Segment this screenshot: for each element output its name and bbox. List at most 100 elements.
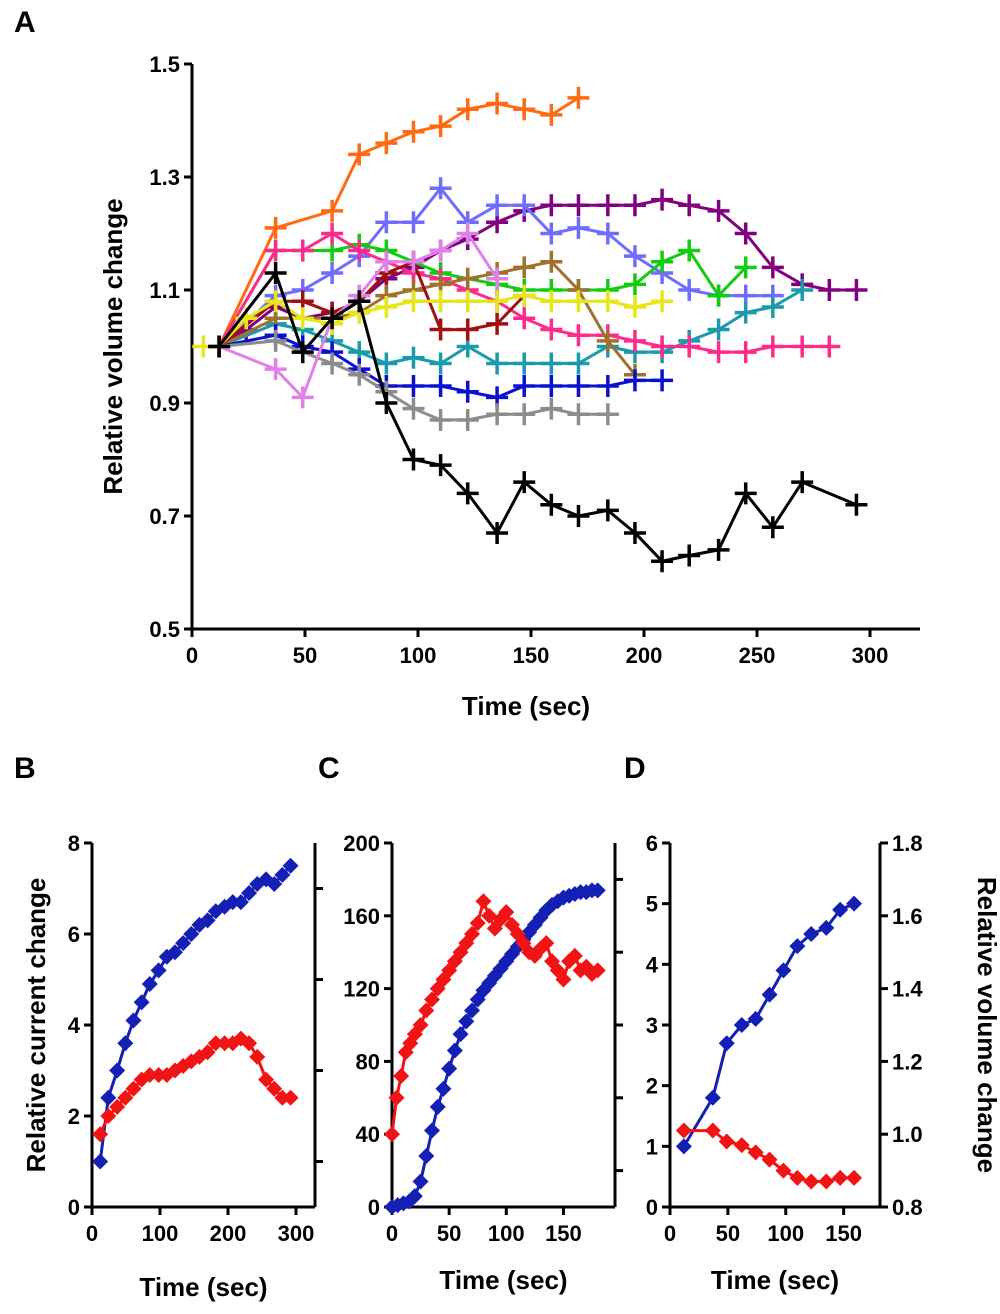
data-point	[513, 403, 536, 426]
y-tick-label: 2	[646, 1074, 658, 1099]
panel-letter-c: C	[318, 752, 340, 785]
data-point	[678, 239, 701, 262]
data-point	[567, 505, 590, 527]
data-point	[446, 1042, 463, 1059]
data-point	[424, 1122, 440, 1139]
data-point	[258, 1071, 275, 1088]
data-point	[125, 1080, 142, 1097]
chart-panel-a: 0.5 0.7 0.9 1.1 1.3 1.5 0 50 100 150 200 250 300 Time…	[98, 52, 920, 721]
x-axis-title: Time (sec)	[711, 1265, 839, 1295]
data-point	[733, 1017, 750, 1033]
data-point	[264, 262, 287, 285]
data-point	[818, 279, 841, 301]
y-tick-label: 160	[343, 904, 380, 929]
data-point	[207, 1035, 224, 1052]
y2-axis-title: Relative volume change	[972, 877, 1000, 1173]
x-axis-title: Time (sec)	[139, 1272, 267, 1302]
data-point	[141, 976, 158, 993]
data-point	[540, 352, 563, 375]
data-point	[429, 375, 452, 398]
data-point	[623, 295, 646, 318]
data-point	[734, 256, 757, 279]
data-point	[567, 216, 590, 239]
data-point	[402, 448, 425, 471]
data-point	[418, 1002, 435, 1019]
data-point	[264, 329, 287, 352]
data-point	[429, 115, 452, 138]
data-point	[388, 1089, 405, 1106]
data-point	[651, 550, 674, 573]
data-point	[678, 194, 701, 217]
chart-panel-d: 0 1 2 3 4 5 6 0.8 1.0 1.2 1.4 1.6 1.8 0 50 100 150 Time (…	[646, 831, 1000, 1295]
data-point	[456, 222, 479, 245]
data-point	[282, 857, 299, 874]
data-point	[789, 1169, 806, 1186]
data-point	[321, 262, 344, 285]
data-point	[384, 1126, 400, 1143]
y-tick-label: 0.9	[149, 391, 180, 416]
data-point	[348, 290, 371, 313]
data-point	[435, 1080, 452, 1097]
data-point	[402, 250, 425, 273]
x-tick-label: 50	[437, 1221, 461, 1246]
data-point	[266, 875, 283, 892]
data-point	[596, 290, 619, 313]
data-point	[623, 521, 646, 544]
data-point	[651, 188, 674, 211]
data-point	[596, 194, 619, 217]
data-point	[402, 211, 425, 234]
y-tick-label: 4	[646, 952, 659, 977]
data-point	[348, 143, 371, 166]
x-tick-label: 100	[767, 1221, 804, 1246]
data-point	[707, 538, 730, 561]
data-point	[540, 103, 563, 126]
panel-letter-b: B	[14, 752, 36, 785]
series-current	[384, 882, 606, 1215]
data-point	[464, 926, 480, 942]
data-point	[486, 290, 509, 313]
series-volume	[675, 1122, 863, 1190]
data-point	[402, 397, 425, 420]
data-point	[789, 938, 806, 955]
data-point	[150, 962, 167, 979]
data-point	[513, 471, 536, 494]
y-tick-label: 1.5	[149, 52, 180, 77]
data-point	[141, 1067, 158, 1084]
data-point	[291, 307, 314, 330]
y2-tick-label: 1.2	[892, 1049, 923, 1074]
data-point	[456, 482, 479, 505]
data-point	[623, 245, 646, 268]
data-point	[589, 962, 606, 979]
y-tick-label: 0	[68, 1195, 80, 1220]
data-point	[429, 318, 452, 341]
series-volume	[92, 1030, 299, 1143]
data-point	[456, 318, 479, 341]
data-point	[375, 392, 398, 414]
x-tick-label: 300	[278, 1221, 315, 1246]
data-point	[266, 1080, 283, 1097]
data-point	[486, 403, 509, 426]
data-point	[761, 295, 784, 318]
y-tick-label: 40	[356, 1122, 380, 1147]
data-point	[791, 335, 814, 358]
data-point	[166, 944, 183, 961]
y-tick-label: 3	[646, 1013, 658, 1038]
data-point	[845, 493, 868, 516]
data-point	[818, 1173, 835, 1190]
data-point	[747, 1144, 764, 1161]
series-black	[208, 262, 868, 573]
data-point	[734, 222, 757, 245]
y-tick-label: 120	[343, 977, 380, 1002]
y-tick-label: 0.7	[149, 504, 180, 529]
data-point	[150, 1067, 167, 1084]
data-point	[707, 341, 730, 364]
x-axis-title: Time (sec)	[439, 1265, 567, 1295]
data-point	[100, 1108, 117, 1124]
data-point	[567, 352, 590, 375]
data-point	[623, 369, 646, 392]
data-point	[704, 1122, 721, 1139]
data-point	[486, 194, 509, 217]
data-point	[109, 1098, 126, 1115]
data-point	[486, 352, 509, 375]
